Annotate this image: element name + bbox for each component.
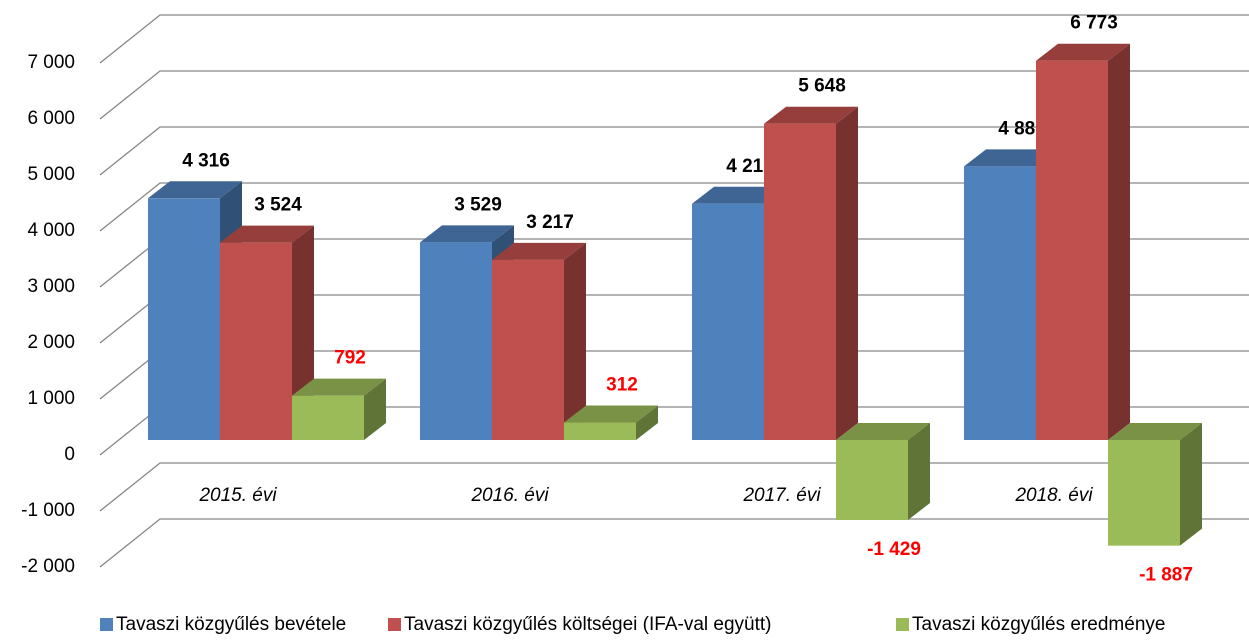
x-tick-label: 2017. évi bbox=[742, 485, 821, 506]
y-tick-label: 0 bbox=[64, 444, 75, 465]
bar-face bbox=[564, 242, 586, 440]
bar-face bbox=[836, 423, 930, 440]
bar-face bbox=[292, 378, 386, 396]
y-tick-label: 2 000 bbox=[27, 332, 75, 353]
bar bbox=[220, 225, 314, 440]
bar-face bbox=[148, 198, 220, 440]
bar-face bbox=[220, 242, 292, 440]
data-label: 5 648 bbox=[798, 76, 846, 97]
bar-face bbox=[492, 242, 586, 260]
grid-line bbox=[99, 518, 1249, 568]
bar bbox=[564, 405, 658, 440]
bar-face bbox=[1108, 440, 1180, 546]
grid-line bbox=[99, 126, 1249, 176]
y-tick-label: 5 000 bbox=[27, 164, 75, 185]
legend-marker bbox=[100, 618, 113, 631]
y-tick-label: -1 000 bbox=[21, 500, 75, 521]
bar-face bbox=[420, 225, 514, 243]
data-label: 3 529 bbox=[454, 194, 502, 215]
y-tick-label: 7 000 bbox=[27, 52, 75, 73]
data-label: 3 217 bbox=[526, 212, 574, 233]
legend-label: Tavaszi közgyűlés költségei (IFA-val egy… bbox=[404, 614, 772, 635]
bar-face bbox=[1036, 60, 1108, 440]
data-label: -1 429 bbox=[867, 539, 921, 560]
data-label: -1 887 bbox=[1139, 565, 1193, 586]
legend-label: Tavaszi közgyűlés bevétele bbox=[116, 614, 346, 635]
y-tick-label: 3 000 bbox=[27, 276, 75, 297]
bar-face bbox=[836, 106, 858, 440]
x-tick-label: 2015. évi bbox=[198, 485, 277, 506]
bar bbox=[1108, 423, 1202, 546]
y-tick-label: 1 000 bbox=[27, 388, 75, 409]
data-label: 4 219 bbox=[726, 156, 774, 177]
bar-face bbox=[1180, 423, 1202, 546]
bar-face bbox=[836, 440, 908, 521]
bar bbox=[764, 106, 858, 440]
data-label: 4 886 bbox=[998, 118, 1046, 139]
grid-line bbox=[99, 182, 1249, 232]
bar bbox=[836, 423, 930, 521]
y-tick-label: -2 000 bbox=[21, 556, 75, 577]
legend-label: Tavaszi közgyűlés eredménye bbox=[912, 614, 1165, 635]
grid-line bbox=[99, 70, 1249, 120]
data-label: 792 bbox=[334, 348, 366, 369]
bar-face bbox=[964, 149, 1058, 167]
bar-face bbox=[636, 405, 658, 440]
x-tick-label: 2018. évi bbox=[1014, 485, 1093, 506]
bar bbox=[292, 378, 386, 440]
bar-face bbox=[564, 422, 636, 440]
legend-marker bbox=[388, 618, 401, 631]
data-label: 4 316 bbox=[182, 150, 230, 171]
bar-face bbox=[364, 378, 386, 440]
bar-face bbox=[1108, 43, 1130, 440]
bar-face bbox=[764, 106, 858, 124]
y-tick-label: 6 000 bbox=[27, 108, 75, 129]
data-label: 3 524 bbox=[254, 195, 302, 216]
bar-face bbox=[692, 203, 764, 440]
bar bbox=[492, 242, 586, 440]
grid-line bbox=[99, 14, 1249, 64]
bar-face bbox=[292, 395, 364, 440]
bar-face bbox=[692, 186, 786, 204]
bar-face bbox=[964, 166, 1036, 440]
bar-face bbox=[1108, 423, 1202, 440]
bar-face bbox=[220, 225, 314, 243]
x-tick-label: 2016. évi bbox=[470, 485, 549, 506]
bar-face bbox=[908, 423, 930, 521]
bar-face bbox=[764, 123, 836, 440]
bar-face bbox=[564, 405, 658, 423]
y-tick-label: 4 000 bbox=[27, 220, 75, 241]
data-label: 6 773 bbox=[1070, 13, 1118, 34]
bar bbox=[1036, 43, 1130, 440]
bar-face bbox=[1036, 43, 1130, 61]
bar-face bbox=[492, 259, 564, 440]
bar-face bbox=[420, 242, 492, 440]
data-label: 312 bbox=[606, 375, 638, 396]
legend-marker bbox=[896, 618, 909, 631]
bar-face bbox=[148, 181, 242, 199]
